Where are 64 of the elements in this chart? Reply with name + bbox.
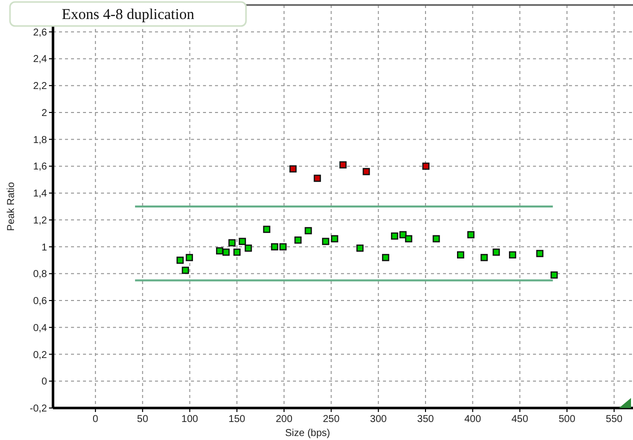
- point: [382, 254, 390, 262]
- y-tick-label: 1,6: [33, 162, 48, 173]
- point: [271, 243, 278, 250]
- x-tick-label: 500: [558, 414, 576, 425]
- point: [399, 231, 407, 238]
- x-tick-label: 550: [606, 414, 623, 425]
- point: [467, 231, 474, 238]
- point: [228, 239, 236, 246]
- point: [304, 227, 312, 234]
- point: [314, 174, 321, 182]
- point: [176, 256, 184, 264]
- x-axis-title: Size (bps): [285, 428, 330, 439]
- point: [422, 162, 430, 170]
- x-tick-label: 200: [276, 414, 293, 425]
- point: [331, 235, 338, 242]
- point: [480, 254, 488, 262]
- point: [508, 251, 516, 258]
- y-tick-label: 1,8: [33, 134, 48, 146]
- point: [390, 232, 398, 240]
- x-tick-label: 400: [464, 414, 482, 425]
- point: [289, 165, 297, 172]
- point: [339, 161, 347, 168]
- x-tick-label: 100: [181, 414, 199, 425]
- point: [550, 271, 558, 279]
- annotation: Exons 4-8 duplication: [62, 7, 195, 23]
- point: [263, 226, 270, 233]
- x-tick-label: 350: [417, 414, 434, 425]
- point: [356, 244, 364, 252]
- point: [186, 254, 193, 262]
- y-tick-label: 0: [41, 376, 48, 388]
- point: [432, 235, 440, 242]
- point: [457, 251, 464, 258]
- point: [244, 244, 252, 252]
- y-tick-label: 2,6: [33, 27, 48, 38]
- point: [322, 238, 330, 246]
- y-tick-label: 1,2: [33, 215, 48, 226]
- x-tick-label: 150: [228, 414, 246, 425]
- point: [492, 248, 500, 256]
- point: [536, 250, 544, 258]
- point: [362, 168, 370, 176]
- point: [233, 248, 241, 256]
- point: [222, 248, 230, 256]
- x-tick-label: 50: [137, 414, 149, 425]
- y-axis-title: Peak Ratio: [6, 182, 17, 231]
- y-tick-label: 1,4: [33, 188, 48, 200]
- point: [238, 238, 246, 246]
- point: [294, 236, 302, 244]
- y-tick-label: 2,4: [33, 54, 48, 66]
- y-tick-label: 0,8: [33, 269, 48, 280]
- x-tick-label: 450: [511, 414, 529, 425]
- y-tick-label: 2: [41, 108, 48, 119]
- y-tick-label: 2,2: [33, 81, 48, 92]
- point: [182, 266, 190, 274]
- x-tick-label: 250: [322, 414, 340, 425]
- point: [216, 247, 224, 254]
- y-tick-label: 0,6: [33, 296, 48, 308]
- point: [405, 235, 412, 242]
- x-tick-label: 300: [370, 414, 388, 425]
- y-tick-label: 0,2: [33, 350, 48, 361]
- point: [279, 243, 287, 250]
- y-tick-label: -0,2: [30, 404, 48, 414]
- y-tick-label: 0,4: [33, 322, 48, 334]
- x-tick-label: 0: [92, 414, 99, 425]
- y-tick-label: 1: [41, 242, 48, 254]
